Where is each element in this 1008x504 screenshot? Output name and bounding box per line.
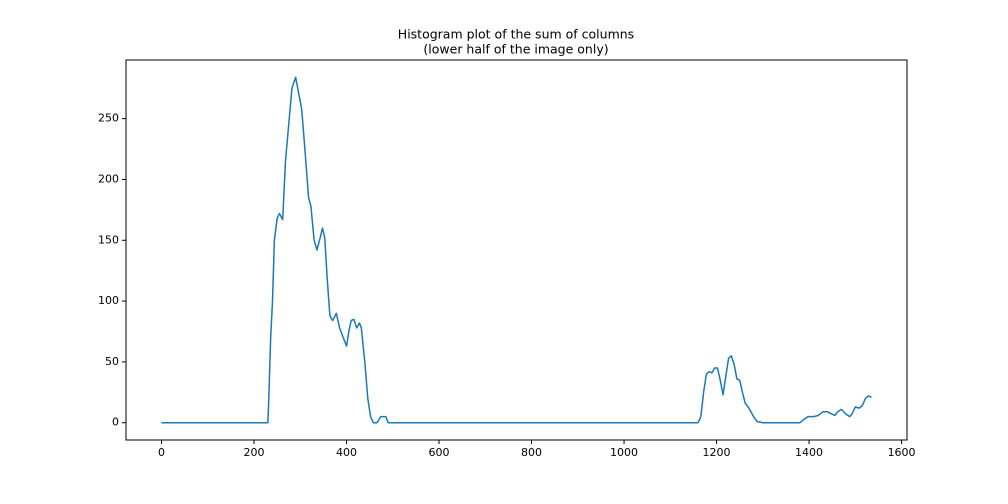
x-tick-label: 1000 — [610, 446, 638, 459]
y-tick-label: 100 — [98, 294, 119, 307]
y-tick-label: 50 — [105, 355, 119, 368]
x-tick-label: 200 — [244, 446, 265, 459]
x-tick-label: 0 — [158, 446, 165, 459]
chart-subtitle: (lower half of the image only) — [423, 42, 608, 57]
x-tick-label: 1400 — [795, 446, 823, 459]
y-tick-label: 150 — [98, 233, 119, 246]
x-tick-label: 400 — [336, 446, 357, 459]
x-tick-label: 800 — [521, 446, 542, 459]
y-tick-label: 250 — [98, 112, 119, 125]
x-tick-label: 1200 — [703, 446, 731, 459]
y-tick-label: 200 — [98, 172, 119, 185]
plot-frame — [125, 59, 908, 441]
y-tick-label: 0 — [112, 416, 119, 429]
x-tick-label: 1600 — [888, 446, 916, 459]
x-tick-label: 600 — [429, 446, 450, 459]
line-series — [161, 76, 872, 424]
chart-title: Histogram plot of the sum of columns — [398, 27, 634, 42]
